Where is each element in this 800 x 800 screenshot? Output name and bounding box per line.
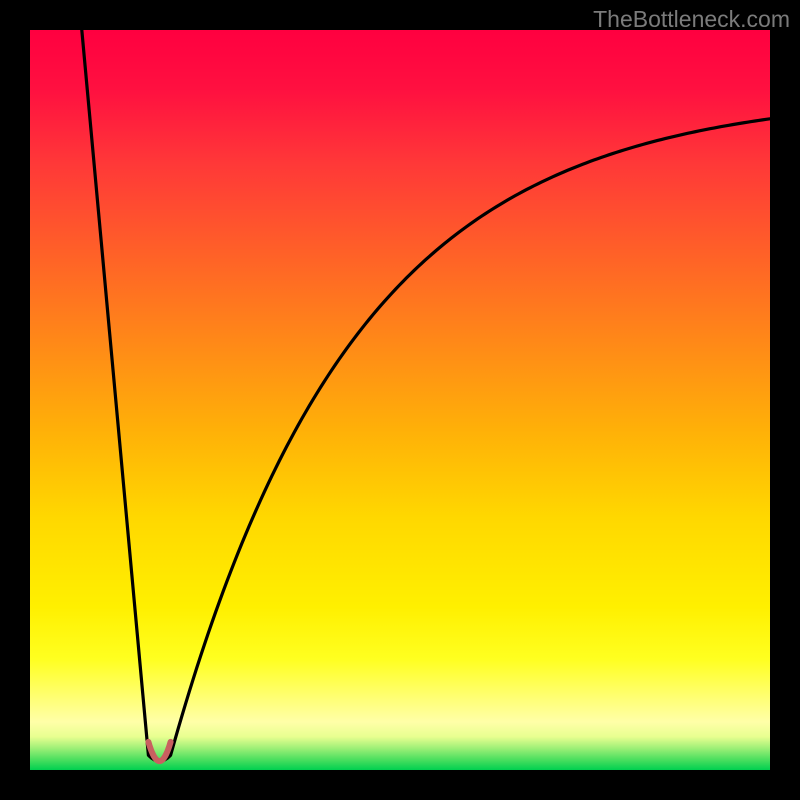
chart-frame: TheBottleneck.com [0, 0, 800, 800]
chart-svg [30, 30, 770, 770]
watermark-text: TheBottleneck.com [593, 6, 790, 33]
chart-plot-area [30, 30, 770, 770]
